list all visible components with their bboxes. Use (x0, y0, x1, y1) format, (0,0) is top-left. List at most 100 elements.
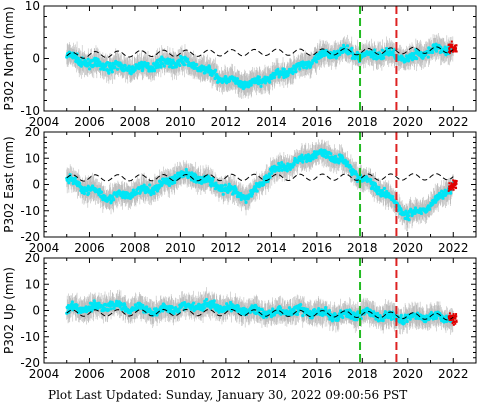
recent-point (452, 50, 455, 53)
recent-point (451, 43, 454, 46)
observation-point (93, 61, 97, 65)
x-tick-label: 2014 (256, 115, 287, 129)
recent-point (454, 50, 457, 53)
observation-point (406, 214, 411, 218)
plot-area (65, 6, 458, 111)
x-tick-label: 2008 (120, 241, 151, 255)
observation-point (178, 63, 182, 68)
recent-point (452, 188, 455, 191)
recent-point (450, 188, 453, 191)
observation-point (364, 175, 369, 179)
observation-point (85, 188, 89, 192)
observation-point (97, 301, 101, 305)
observation-point (350, 56, 354, 60)
observation-point (142, 183, 146, 187)
recent-point (453, 181, 456, 184)
observation-points (65, 148, 455, 222)
y-tick-label: -20 (20, 230, 40, 244)
observation-point (115, 194, 119, 198)
observation-point (174, 65, 178, 69)
x-tick-label: 2006 (74, 115, 105, 129)
observation-point (341, 156, 345, 160)
observation-point (382, 186, 387, 190)
observation-point (345, 160, 350, 164)
observation-point (419, 211, 424, 216)
observation-point (234, 188, 238, 192)
x-tick-label: 2020 (393, 241, 424, 255)
observation-point (288, 167, 292, 172)
panel-1: 2004 2006 2008 2010 2012 2014 2016 2018 2020 2022… (2, 0, 477, 129)
observation-point (123, 64, 127, 68)
x-tick-label: 2006 (74, 241, 105, 255)
recent-point (447, 50, 450, 53)
observation-point (305, 159, 309, 164)
observation-point (449, 191, 453, 195)
observation-point (426, 55, 430, 59)
y-tick-label: -10 (20, 104, 40, 118)
observation-point (119, 63, 123, 67)
observation-point (220, 184, 224, 188)
recent-point (448, 186, 451, 189)
recent-point (455, 50, 458, 53)
observation-point (224, 75, 228, 79)
recent-point (448, 43, 451, 46)
recent-point (448, 182, 451, 185)
observation-point (441, 196, 445, 200)
observation-point (291, 70, 295, 74)
observation-point (214, 181, 218, 185)
observation-point (75, 303, 79, 307)
observation-point (127, 65, 132, 69)
observation-point (162, 64, 166, 68)
observation-point (341, 50, 345, 55)
observation-point (268, 80, 272, 84)
observation-point (87, 191, 91, 195)
observation-point (294, 70, 298, 74)
observation-point (211, 176, 215, 180)
y-tick-label: 0 (32, 178, 40, 192)
observation-point (250, 192, 255, 196)
observation-point (314, 60, 319, 64)
x-tick-label: 2016 (302, 241, 333, 255)
observation-point (392, 48, 396, 52)
observation-point (141, 303, 145, 307)
observation-point (112, 306, 116, 310)
observation-point (272, 75, 277, 80)
observation-point (244, 200, 248, 204)
observation-point (146, 187, 150, 191)
y-tick-label: 0 (32, 52, 40, 66)
observation-point (161, 62, 165, 66)
observation-point (155, 189, 160, 193)
observation-point (198, 175, 203, 180)
observation-point (168, 57, 172, 62)
observation-point (79, 64, 83, 68)
recent-point (450, 43, 453, 46)
x-tick-label: 2012 (211, 241, 242, 255)
panel-3: 2004 2006 2008 2010 2012 2014 2016 2018 2020 2022… (2, 251, 477, 381)
observation-point (380, 48, 384, 52)
x-tick-label: 2020 (393, 115, 424, 129)
observation-point (301, 160, 305, 164)
x-tick-label: 2022 (438, 241, 469, 255)
observation-point (428, 207, 432, 211)
observation-point (86, 63, 90, 68)
observation-point (102, 67, 106, 71)
observation-point (82, 191, 86, 196)
observation-point (223, 183, 227, 187)
observation-point (280, 160, 284, 165)
observation-point (221, 192, 225, 196)
recent-point (455, 180, 458, 183)
observation-point (391, 195, 395, 199)
y-axis-label: P302 East (mm) (2, 136, 16, 232)
observation-point (282, 67, 286, 71)
observation-point (372, 48, 377, 52)
observation-point (290, 67, 294, 71)
observation-point (337, 161, 341, 165)
x-tick-label: 2004 (29, 115, 60, 129)
observation-point (146, 61, 150, 66)
recent-point (452, 185, 455, 188)
x-tick-label: 2012 (211, 115, 242, 129)
x-tick-label: 2022 (438, 115, 469, 129)
observation-point (173, 181, 177, 185)
observation-point (374, 184, 378, 189)
observation-point (292, 162, 296, 167)
